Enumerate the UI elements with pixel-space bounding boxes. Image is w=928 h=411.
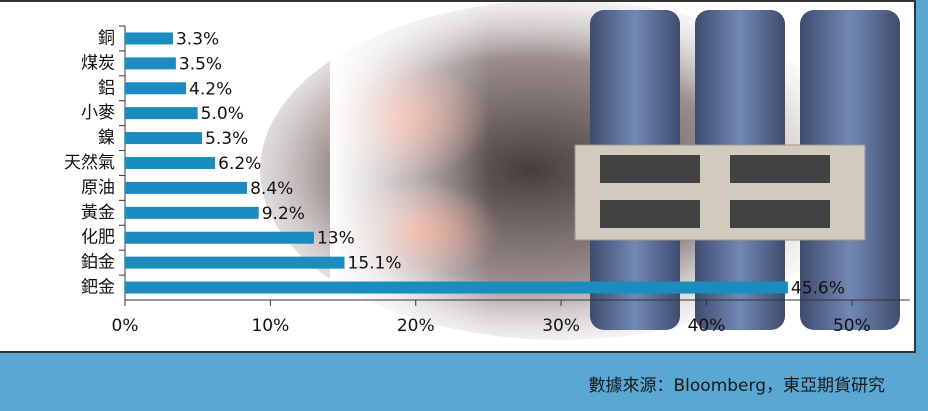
bar xyxy=(125,32,173,45)
value-label: 6.2% xyxy=(218,154,261,174)
source: 數據來源：Bloomberg，東亞期貨研究 xyxy=(589,376,885,396)
photo xyxy=(260,0,900,352)
value-label: 8.4% xyxy=(250,179,293,199)
bar xyxy=(125,256,345,269)
x-tick-label: 0% xyxy=(112,316,139,336)
y-tick-label: 化肥 xyxy=(81,228,115,248)
value-label: 15.1% xyxy=(348,254,402,274)
y-tick-label: 鎳 xyxy=(98,128,115,148)
bar xyxy=(125,82,187,95)
value-label: 45.6% xyxy=(791,279,845,299)
x-tick-label: 20% xyxy=(397,316,435,336)
x-tick-label: 50% xyxy=(833,316,871,336)
value-label: 3.5% xyxy=(179,54,222,74)
x-tick-label: 40% xyxy=(688,316,726,336)
y-tick-label: 天然氣 xyxy=(64,153,115,173)
bar xyxy=(125,206,259,219)
bar xyxy=(125,132,203,145)
bar xyxy=(125,57,176,70)
y-tick-label: 煤炭 xyxy=(81,53,115,73)
value-label: 9.2% xyxy=(262,204,305,224)
bar xyxy=(125,281,788,294)
value-label: 5.0% xyxy=(201,104,244,124)
value-label: 13% xyxy=(317,229,355,249)
value-label: 5.3% xyxy=(205,129,248,149)
x-tick-label: 10% xyxy=(251,316,289,336)
y-tick-label: 銅 xyxy=(98,28,115,48)
value-label: 3.3% xyxy=(176,29,219,49)
value-label: 4.2% xyxy=(189,79,232,99)
y-tick-label: 原油 xyxy=(81,178,115,198)
bar xyxy=(125,157,216,169)
y-tick-label: 黃金 xyxy=(81,203,115,223)
bar xyxy=(125,107,198,120)
y-tick-label: 鋁 xyxy=(98,78,115,98)
bar xyxy=(125,231,314,244)
y-tick-label: 鈀金 xyxy=(81,278,115,298)
bar xyxy=(125,181,248,194)
y-tick-label: 鉑金 xyxy=(81,253,115,273)
y-tick-label: 小麥 xyxy=(81,103,115,123)
x-tick-label: 30% xyxy=(542,316,580,336)
